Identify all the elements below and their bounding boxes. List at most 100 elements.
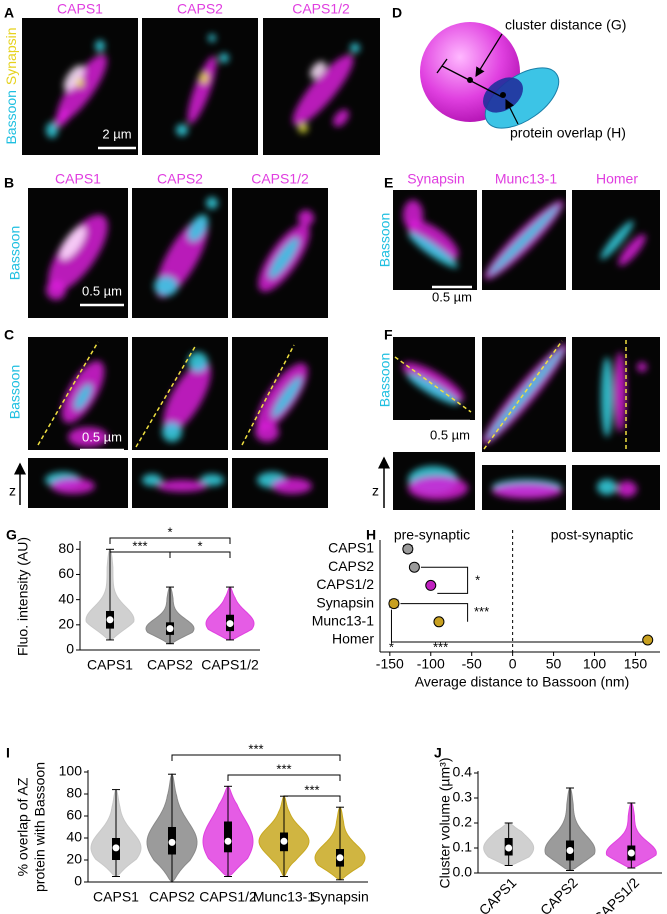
micrograph	[263, 18, 380, 155]
micrograph	[482, 337, 566, 452]
signal	[492, 479, 562, 499]
significance-bracket	[109, 537, 231, 544]
median	[106, 616, 114, 624]
x-tick-label: CAPS1/2	[201, 657, 259, 673]
signal-blob	[601, 357, 613, 437]
panel-label: E	[384, 175, 393, 191]
y-axis-label: protein with Bassoon	[32, 762, 48, 892]
charts: G 0 20 40 60 80 Fluo. intensity (AU) CAPS1 CAPS2…	[6, 524, 662, 914]
image-title: CAPS1/2	[251, 171, 309, 187]
y-tick-label: 0.3	[453, 789, 473, 805]
x-tick-label: -50	[462, 656, 482, 672]
signal-blob	[298, 210, 314, 226]
signal-blob	[492, 483, 562, 499]
y-tick-label: 20	[66, 851, 82, 867]
signal-blob	[68, 427, 108, 447]
micrograph	[393, 337, 475, 420]
region-label: post-synaptic	[551, 527, 633, 543]
y-tick-label: 0.1	[453, 839, 473, 855]
scale-label: 2 µm	[102, 126, 131, 141]
signal-blob	[271, 376, 303, 418]
signal-blob	[142, 474, 162, 486]
channel-label: Bassoon	[7, 365, 23, 419]
image-title: Munc13-1	[495, 171, 557, 187]
signal-blob	[600, 220, 634, 260]
signal	[597, 479, 637, 497]
y-tick-label: 40	[66, 829, 82, 845]
signal	[482, 343, 566, 445]
micrograph	[232, 188, 328, 318]
point	[642, 634, 654, 646]
signal	[46, 214, 108, 300]
x-tick-label: 0	[509, 656, 517, 672]
y-tick-label: 40	[58, 590, 74, 606]
signal	[402, 362, 464, 405]
signal	[292, 43, 360, 133]
channel-label: Bassoon	[7, 226, 23, 280]
signal-blob	[57, 54, 107, 122]
median	[336, 854, 344, 862]
significance-bracket	[420, 566, 469, 594]
panel-label: A	[4, 5, 14, 21]
signal-blob	[268, 237, 300, 279]
panel-label: G	[6, 527, 17, 543]
significance-label: ***	[433, 639, 448, 654]
micrograph	[142, 18, 258, 155]
signal-blob	[310, 61, 326, 79]
signal-blob	[46, 280, 66, 300]
signal-blob	[219, 53, 229, 63]
significance-label: *	[167, 524, 172, 539]
category-label: Homer	[332, 631, 374, 647]
micrograph	[482, 465, 566, 510]
image-title: CAPS1	[55, 171, 101, 187]
image-title: Homer	[596, 171, 638, 187]
y-tick-label: 60	[66, 807, 82, 823]
median	[226, 620, 234, 628]
micrograph	[232, 337, 328, 450]
line-profile	[394, 356, 472, 413]
panel-label: I	[6, 745, 10, 761]
x-axis-label: Average distance to Bassoon (nm)	[415, 674, 630, 690]
micrograph	[132, 188, 228, 318]
y-tick-label: 0	[66, 641, 74, 657]
micrograph	[132, 337, 228, 450]
signal-blob	[200, 474, 224, 486]
micrograph	[572, 337, 660, 452]
diagram-text: cluster distance (G)	[505, 17, 626, 33]
micrograph	[132, 458, 228, 508]
x-tick-label: CAPS1	[93, 889, 139, 905]
signal-blob	[187, 56, 217, 124]
x-tick-label: Synapsin	[311, 889, 369, 905]
image-title: CAPS2	[177, 1, 223, 17]
y-tick-label: 80	[58, 540, 74, 556]
image-title: CAPS2	[157, 171, 203, 187]
signal-blob	[73, 383, 93, 411]
signal-blob	[51, 478, 95, 494]
signal	[600, 220, 646, 266]
median	[224, 837, 232, 845]
signal-blob	[637, 362, 647, 372]
significance-bracket	[390, 609, 644, 643]
signal-blob	[188, 352, 208, 372]
x-tick-label: Munc13-1	[253, 889, 315, 905]
micrograph	[22, 18, 138, 155]
signal	[176, 34, 229, 136]
channel-label: Bassoon Synapsin	[3, 27, 19, 144]
panel-label: H	[366, 527, 376, 543]
panel-label: F	[384, 327, 393, 343]
signal	[255, 363, 308, 442]
distance-cap	[436, 58, 448, 74]
scale-label: 0.5 µm	[432, 289, 472, 304]
category-label: CAPS2	[328, 558, 374, 574]
signal-blob	[402, 362, 464, 402]
signal-blob	[597, 479, 617, 495]
channel-label: Bassoon	[377, 353, 393, 407]
median	[566, 847, 574, 854]
center	[500, 92, 506, 98]
signal-blob	[46, 122, 58, 138]
z-label: z	[9, 483, 16, 499]
signal	[257, 472, 312, 494]
point	[425, 579, 437, 591]
line-profile	[135, 344, 197, 448]
panel-label: D	[392, 5, 402, 21]
